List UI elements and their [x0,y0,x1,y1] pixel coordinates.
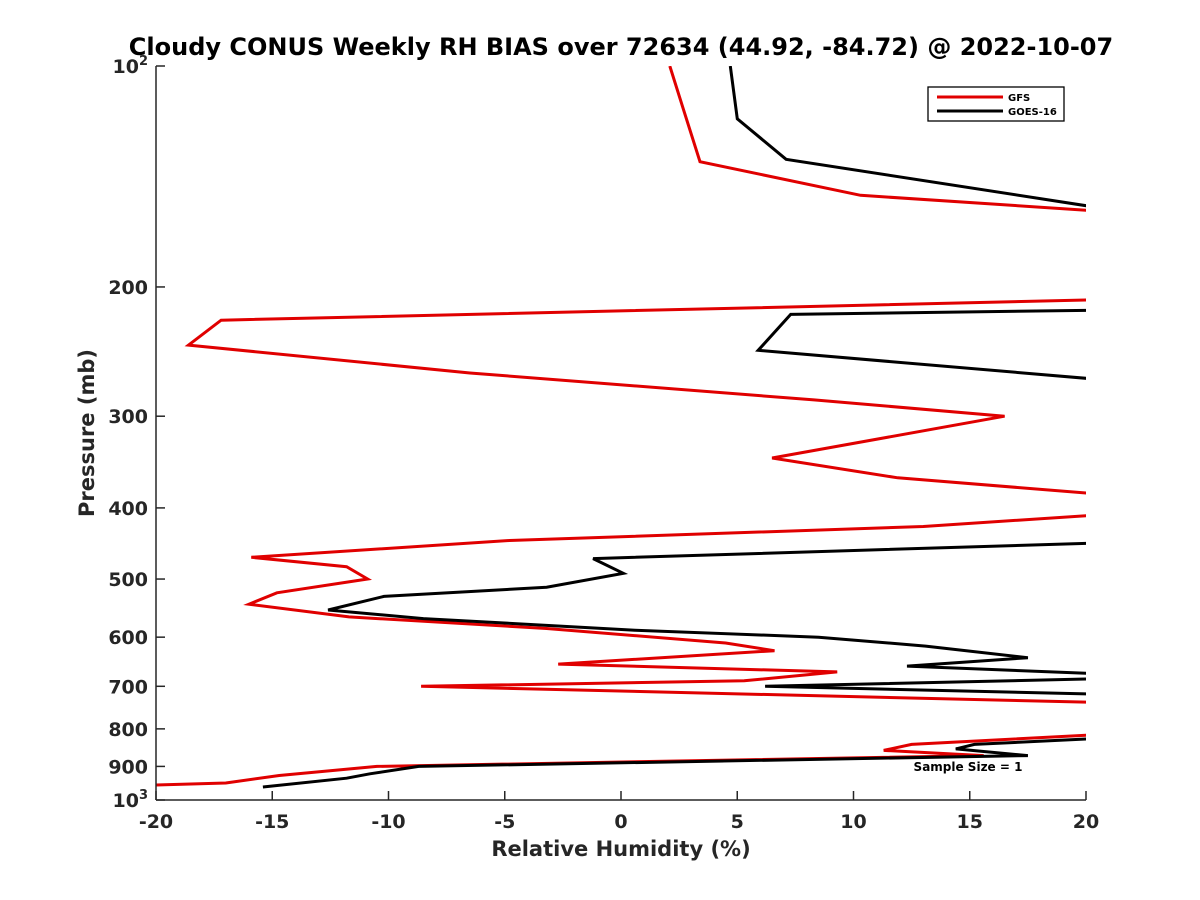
x-tick-label: -5 [494,811,515,833]
legend-label: GFS [1008,93,1030,104]
x-tick-label: 20 [1073,811,1099,833]
legend-box [927,86,1065,122]
y-tick-label: 700 [108,676,148,698]
series-line-gfs [156,66,1086,787]
y-tick-label: 300 [108,406,148,428]
y-tick-label: 103 [113,788,149,812]
legend-label: GOES-16 [1008,107,1057,118]
y-tick-label: 500 [108,569,148,591]
x-tick-label: 15 [957,811,983,833]
x-tick-label: -10 [371,811,405,833]
axes-layer: -20 -15 -10 -5 0 5 10 15 20 102 200 300 400 500 600 700… [108,54,1099,833]
x-tick-label: -15 [255,811,289,833]
y-axis-label: Pressure (mb) [75,349,99,517]
x-tick-label: 0 [614,811,627,833]
y-tick-label: 600 [108,627,148,649]
chart-title: Cloudy CONUS Weekly RH BIAS over 72634 (… [129,33,1113,61]
x-tick-label: -20 [139,811,173,833]
y-tick-label: 200 [108,277,148,299]
legend: GFS GOES-16 [927,86,1065,122]
y-tick-label: 800 [108,719,148,741]
sample-size-annotation: Sample Size = 1 [914,760,1023,774]
x-tick-label: 10 [840,811,866,833]
series-line-goes-16 [262,66,1086,789]
x-tick-label: 5 [731,811,744,833]
series-layer [156,66,1086,789]
y-tick-label: 400 [108,498,148,520]
y-tick-label: 102 [113,54,149,78]
y-tick-label: 900 [108,756,148,778]
x-axis-label: Relative Humidity (%) [491,837,750,861]
